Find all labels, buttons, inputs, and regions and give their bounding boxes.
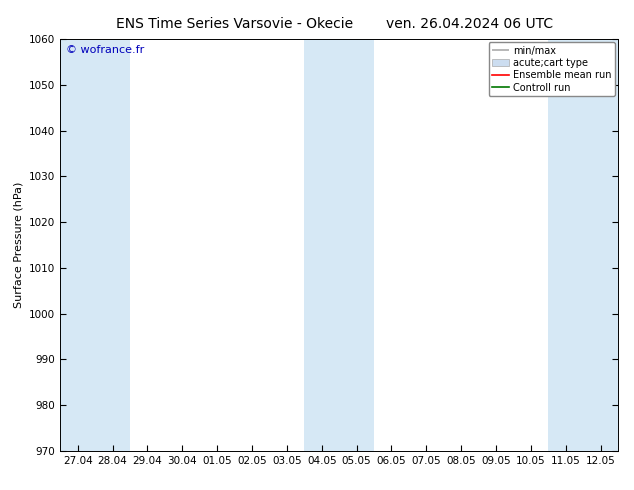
- Bar: [304, 39, 374, 451]
- Text: © wofrance.fr: © wofrance.fr: [66, 46, 144, 55]
- Legend: min/max, acute;cart type, Ensemble mean run, Controll run: min/max, acute;cart type, Ensemble mean …: [489, 42, 615, 96]
- Title: ENS Time Series Varsovie - Okecie    ven. 26.04.2024 06 UTC: ENS Time Series Varsovie - Okecie ven. 2…: [0, 489, 1, 490]
- Bar: [60, 39, 130, 451]
- Text: ven. 26.04.2024 06 UTC: ven. 26.04.2024 06 UTC: [385, 17, 553, 31]
- Y-axis label: Surface Pressure (hPa): Surface Pressure (hPa): [13, 182, 23, 308]
- Text: ENS Time Series Varsovie - Okecie: ENS Time Series Varsovie - Okecie: [116, 17, 353, 31]
- Bar: [548, 39, 618, 451]
